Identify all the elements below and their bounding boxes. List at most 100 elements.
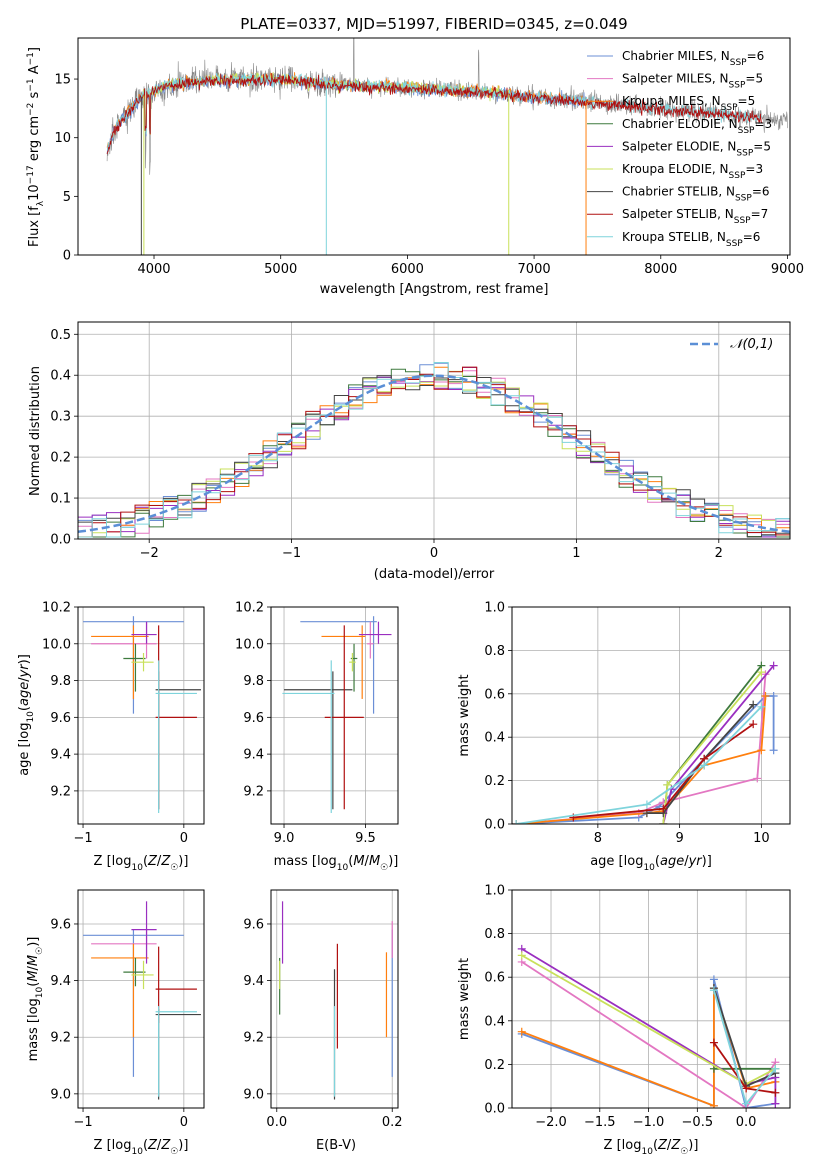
plot-area (512, 661, 778, 824)
y-tick-label: 9.2 (243, 784, 264, 799)
y-tick-label: 0.4 (484, 731, 505, 746)
x-tick-label: 5000 (264, 262, 297, 277)
y-tick-label: 10.2 (235, 601, 264, 616)
legend-label: 𝒩(0,1) (730, 337, 773, 352)
x-axis-label: mass [log10(M/M☉)] (274, 854, 399, 873)
x-tick-label: 1 (572, 546, 580, 561)
y-tick-label: 0.3 (50, 410, 71, 425)
axes-frame (77, 889, 205, 1109)
y-tick-label: 9.4 (50, 748, 71, 763)
weight-point-marker (709, 986, 718, 995)
y-tick-label: 10 (54, 131, 71, 146)
x-tick-label: 4000 (137, 262, 170, 277)
legend-label: Chabrier MILES, NSSP=6 (622, 49, 764, 68)
x-tick-label: −0.5 (682, 1115, 714, 1130)
x-tick-label: 0 (430, 546, 438, 561)
y-tick-label: 9.6 (243, 917, 264, 932)
y-axis-label: mass [log10(M/M☉)] (26, 937, 45, 1062)
x-tick-label: −1 (73, 831, 92, 846)
legend-label: Salpeter ELODIE, NSSP=5 (622, 139, 771, 158)
x-axis-label: age [log10(age/yr)] (590, 854, 712, 873)
weight-series-line (646, 703, 754, 814)
y-tick-label: 15 (54, 73, 71, 88)
axes-spectrum: 4000 5000 6000 7000 8000 9000 0 5 10 15 wavelength… (26, 37, 804, 297)
axes-mass_vs_EBV: 0.0 0.2 9.0 9.2 9.4 9.6 E(B-V) (243, 889, 403, 1153)
y-tick-label: 0.8 (484, 927, 505, 942)
x-tick-label: −2 (140, 546, 159, 561)
axes-age_vs_mass: 9.0 9.5 9.2 9.4 9.6 9.8 10.0 10.2 mass [log10(M/… (235, 601, 399, 873)
weight-point-marker (663, 780, 672, 789)
y-tick-label: 0.0 (50, 533, 71, 548)
x-tick-label: −2.0 (535, 1115, 567, 1130)
weight-point-marker (659, 804, 668, 813)
weight-point-marker (761, 691, 770, 700)
legend-label: Kroupa MILES, NSSP=5 (622, 94, 755, 113)
y-axis-label: Normed distribution (28, 366, 43, 496)
x-tick-label: 8000 (644, 262, 677, 277)
x-tick-label: −1 (282, 546, 301, 561)
y-tick-label: 10.0 (42, 637, 71, 652)
normal-curve-line (78, 374, 790, 534)
y-tick-label: 9.2 (50, 784, 71, 799)
y-tick-label: 1.0 (484, 601, 505, 616)
weight-point-marker (742, 1084, 751, 1093)
weight-point-marker (771, 1099, 780, 1108)
y-tick-label: 9.6 (50, 917, 71, 932)
x-tick-label: 0 (180, 831, 188, 846)
y-tick-label: 10.2 (42, 601, 71, 616)
y-tick-label: 9.6 (50, 711, 71, 726)
x-axis-label: Z [log10(Z/Z☉)] (94, 1138, 189, 1157)
axes-age_vs_Z: −1 0 9.2 9.4 9.6 9.8 10.0 10.2 Z [log10(Z/Z☉)] ag… (17, 601, 205, 873)
plot-area (83, 616, 201, 813)
y-tick-label: 9.2 (243, 1031, 264, 1046)
y-tick-label: 10.0 (235, 637, 264, 652)
y-tick-label: 9.0 (243, 1087, 264, 1102)
axes-weight_vs_Z: −2.0 −1.5 −1.0 −0.5 0.0 0.0 0.2 0.4 0.6 0.8 1.0 Z [… (457, 884, 791, 1157)
plot-area (83, 901, 201, 1100)
y-tick-label: 9.6 (243, 711, 264, 726)
axes-frame (270, 606, 399, 825)
x-tick-label: 9.5 (355, 831, 376, 846)
y-tick-label: 1.0 (484, 884, 505, 899)
x-tick-label: 0.2 (382, 1115, 403, 1130)
weight-series-line (516, 695, 767, 824)
y-tick-label: 0.4 (484, 1014, 505, 1029)
weight-series-line (662, 671, 763, 824)
weight-point-marker (517, 1027, 526, 1036)
y-tick-label: 9.8 (50, 674, 71, 689)
y-tick-label: 9.0 (50, 1087, 71, 1102)
y-tick-label: 9.4 (243, 974, 264, 989)
weight-series-line (516, 674, 767, 824)
y-tick-label: 0.2 (484, 774, 505, 789)
axes-frame (270, 889, 399, 1109)
x-tick-label: 10 (753, 831, 770, 846)
x-tick-label: 9000 (771, 262, 804, 277)
x-tick-label: 0.0 (266, 1115, 287, 1130)
y-tick-label: 0.0 (484, 818, 505, 833)
plot-area (78, 362, 790, 538)
weight-point-marker (769, 746, 778, 755)
y-tick-label: 0.2 (50, 451, 71, 466)
y-tick-label: 9.2 (50, 1031, 71, 1046)
weight-point-marker (749, 720, 758, 729)
x-tick-label: 7000 (518, 262, 551, 277)
legend-label: Salpeter MILES, NSSP=5 (622, 72, 763, 91)
weight-point-marker (659, 820, 668, 824)
y-tick-label: 0.1 (50, 492, 71, 507)
axes-weight_vs_age: 8 9 10 0.0 0.2 0.4 0.6 0.8 1.0 age [log10(age/yr)… (457, 601, 791, 873)
legend: Chabrier MILES, NSSP=6 Salpeter MILES, NS… (587, 49, 772, 249)
y-axis-label: mass weight (457, 958, 472, 1040)
axes-frame (511, 889, 791, 1109)
x-tick-label: 8 (594, 831, 602, 846)
histogram-step-line (78, 362, 790, 538)
figure-title: PLATE=0337, MJD=51997, FIBERID=0345, z=0… (240, 15, 627, 33)
weight-point-marker (512, 820, 521, 824)
x-axis-label: Z [log10(Z/Z☉)] (604, 1138, 699, 1157)
y-tick-label: 9.8 (243, 674, 264, 689)
x-axis-label: Z [log10(Z/Z☉)] (94, 854, 189, 873)
y-tick-label: 0.6 (484, 971, 505, 986)
y-tick-label: 0.4 (50, 369, 71, 384)
y-tick-label: 0.8 (484, 644, 505, 659)
axes-mass_vs_Z: −1 0 9.0 9.2 9.4 9.6 Z [log10(Z/Z☉)] mass [log1… (26, 889, 205, 1157)
weight-point-marker (709, 975, 718, 984)
